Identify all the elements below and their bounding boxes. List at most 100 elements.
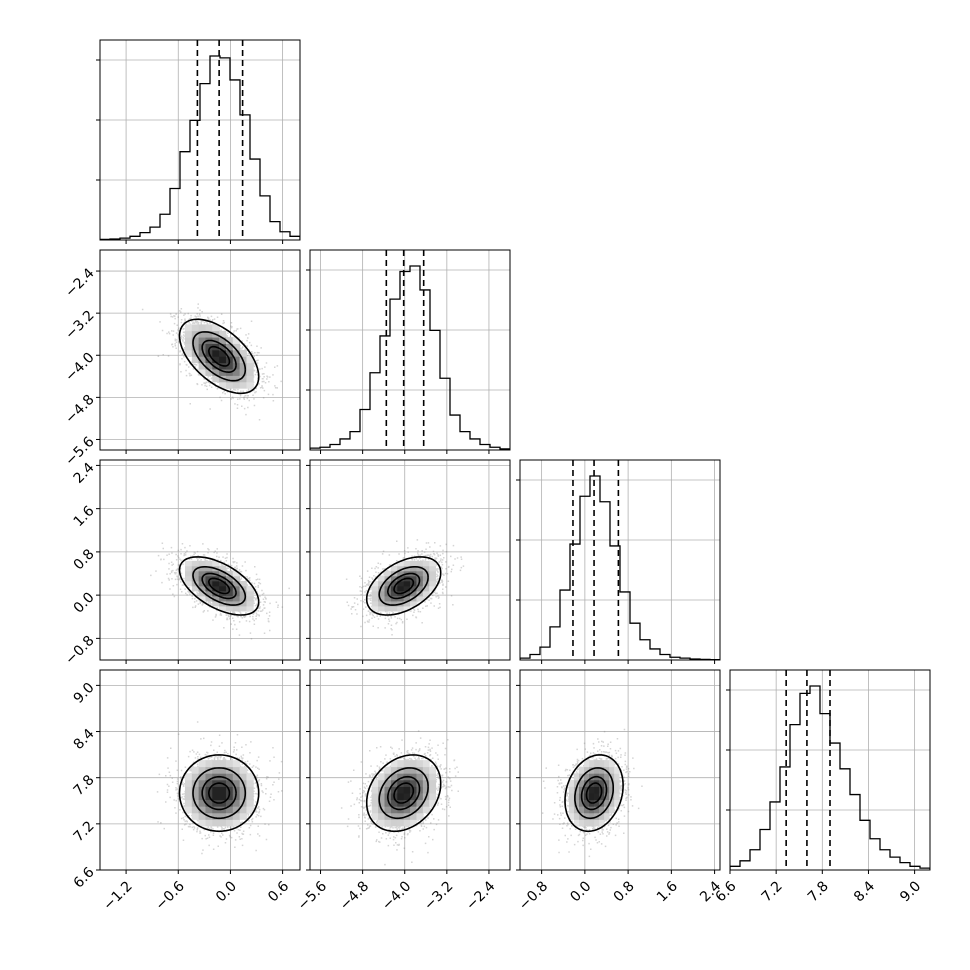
panel-3-0: 6.6 7.2 7.8 8.4 9.0 −1.2 −0.6 0.0 0.6 — [71, 669, 301, 914]
ytick-label-3: 6.6 — [71, 864, 98, 891]
density-cell — [205, 356, 213, 364]
density-cell — [184, 806, 193, 814]
density-cell — [390, 565, 398, 572]
density-cell — [239, 786, 247, 794]
density-cell — [225, 570, 234, 577]
density-cell — [568, 779, 575, 787]
density-cell — [573, 773, 580, 781]
density-cell — [184, 560, 193, 567]
density-cell — [239, 766, 247, 774]
contour-line — [386, 775, 421, 811]
density-cell — [198, 324, 206, 332]
density-cell — [239, 812, 247, 820]
density-cell — [219, 343, 227, 351]
density-cell — [212, 560, 220, 567]
ytick-label-2: 0.8 — [71, 546, 98, 573]
density-cell — [212, 819, 220, 827]
xtick-label-1: −5.6 — [295, 878, 330, 913]
density-cell — [429, 585, 437, 592]
density-cell — [397, 585, 405, 592]
panel-2-0: −0.80.00.81.62.4 — [62, 459, 301, 668]
density-cell — [191, 766, 200, 774]
density-cell — [410, 590, 417, 597]
density-cell — [198, 819, 206, 827]
density-cell — [397, 580, 405, 587]
density-cell — [212, 590, 220, 597]
density-cell — [371, 806, 379, 814]
panel-content — [100, 670, 300, 870]
ytick-label-1: −5.6 — [62, 434, 97, 469]
density-cell — [212, 766, 220, 774]
contour-line — [393, 782, 415, 804]
density-cell — [397, 560, 405, 567]
density-cell — [198, 779, 206, 787]
xtick-label-3: 8.4 — [851, 878, 878, 905]
density-cell — [205, 324, 213, 332]
density-cell — [410, 806, 417, 814]
density-cell — [422, 565, 430, 572]
density-cell — [212, 601, 220, 607]
contour-line — [580, 775, 608, 811]
density-cell — [371, 779, 379, 787]
density-cell — [384, 580, 392, 587]
density-cell — [198, 330, 206, 338]
ytick-label-2: −0.8 — [62, 633, 97, 668]
density-cell — [614, 799, 620, 807]
density-cell — [232, 812, 241, 820]
density-cell — [422, 590, 430, 597]
contour-line — [178, 754, 260, 833]
density-cell — [403, 766, 411, 774]
density-cell — [384, 806, 392, 814]
density-cell — [422, 799, 430, 807]
density-cell — [198, 570, 206, 577]
density-cell — [416, 595, 424, 602]
density-cell — [239, 349, 247, 357]
density-cell — [599, 806, 605, 814]
density-cell — [614, 766, 620, 774]
density-cell — [184, 330, 193, 338]
density-cell — [246, 773, 254, 781]
density-cell — [403, 799, 411, 807]
density-cell — [410, 812, 417, 820]
density-cell — [371, 799, 379, 807]
contour-line — [201, 572, 237, 600]
panel-frame — [99, 669, 301, 871]
density-cell — [397, 779, 405, 787]
density-cell — [205, 343, 213, 351]
density-cell — [378, 819, 385, 827]
density-cell — [184, 343, 193, 351]
density-cell — [191, 565, 200, 572]
density-cell — [246, 356, 254, 364]
ytick-label-1: −2.4 — [62, 265, 97, 300]
density-cell — [205, 779, 213, 787]
density-cell — [578, 766, 585, 774]
density-cell — [225, 806, 234, 814]
density-cell — [246, 799, 254, 807]
density-cell — [246, 601, 254, 607]
panel-2-1 — [306, 459, 511, 664]
density-cell — [219, 570, 227, 577]
density-cell — [184, 793, 193, 801]
density-cell — [246, 806, 254, 814]
density-cell — [205, 799, 213, 807]
density-cell — [403, 560, 411, 567]
density-cell — [594, 760, 600, 768]
density-cell — [198, 806, 206, 814]
density-cell — [397, 812, 405, 820]
density-cell — [191, 793, 200, 801]
density-cell — [594, 806, 600, 814]
density-cell — [191, 560, 200, 567]
density-cell — [232, 601, 241, 607]
density-cell — [212, 812, 220, 820]
density-cell — [397, 565, 405, 572]
density-cell — [604, 793, 610, 801]
density-cell — [378, 773, 385, 781]
density-cell — [594, 799, 600, 807]
density-cell — [403, 760, 411, 768]
density-cell — [225, 601, 234, 607]
density-cell — [584, 760, 590, 768]
xtick-label-3: 9.0 — [897, 878, 924, 905]
density-cell — [384, 779, 392, 787]
density-cell — [403, 590, 411, 597]
panel-content — [100, 40, 300, 240]
